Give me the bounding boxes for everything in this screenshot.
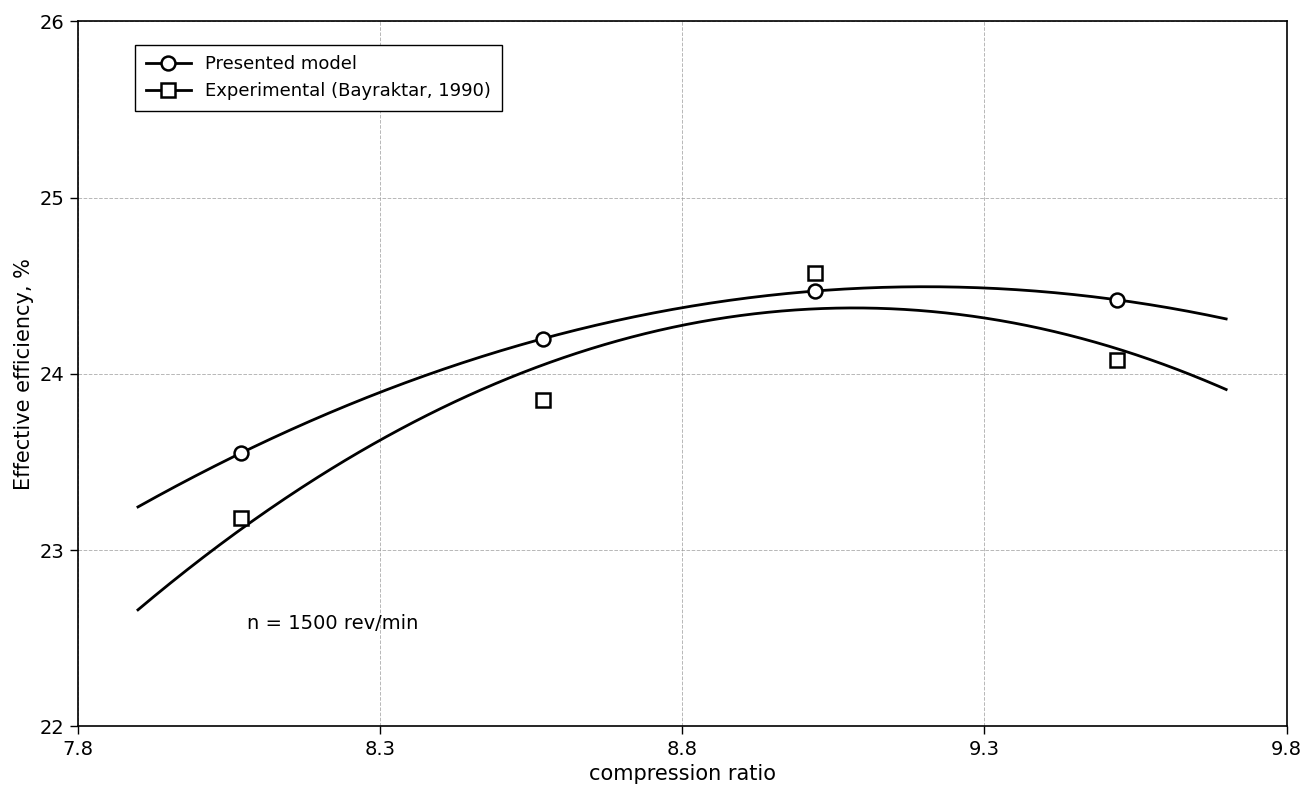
Legend: Presented model, Experimental (Bayraktar, 1990): Presented model, Experimental (Bayraktar… [136, 45, 501, 111]
Y-axis label: Effective efficiency, %: Effective efficiency, % [14, 258, 34, 490]
Text: n = 1500 rev/min: n = 1500 rev/min [247, 614, 418, 634]
X-axis label: compression ratio: compression ratio [588, 764, 775, 784]
